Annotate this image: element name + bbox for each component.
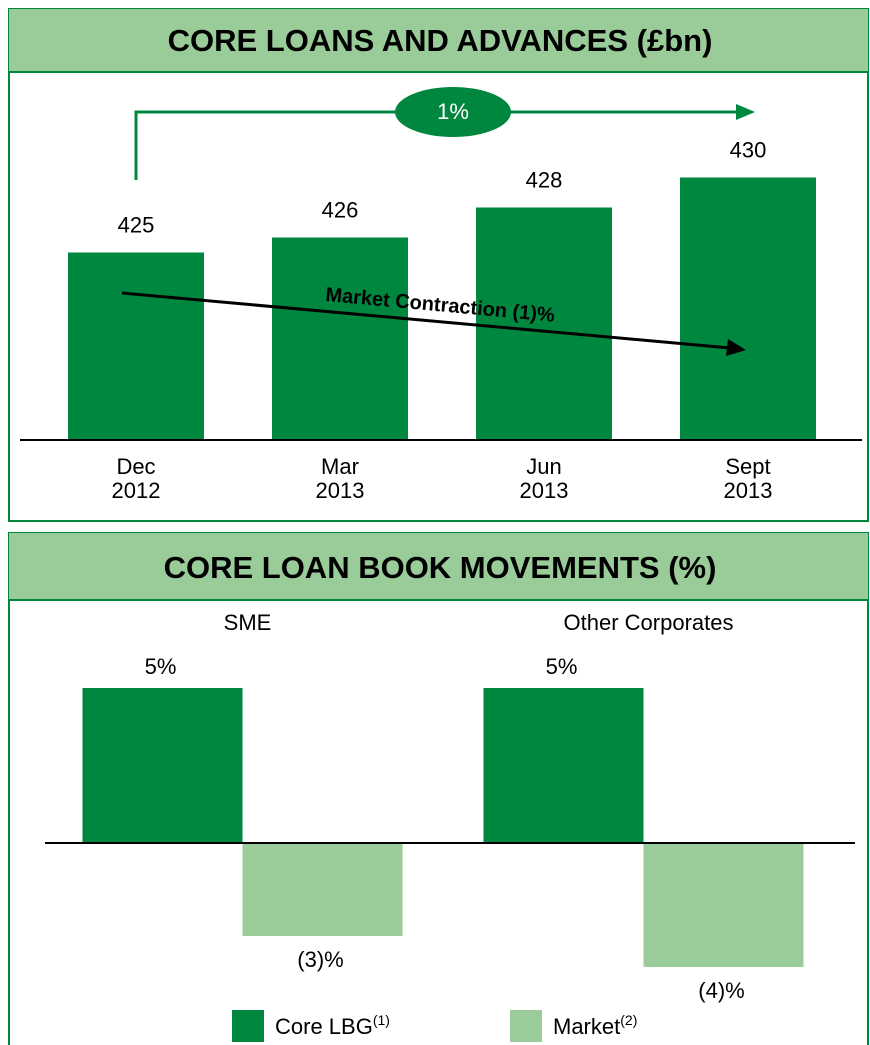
bar <box>476 207 612 440</box>
value-label: 430 <box>730 137 767 162</box>
legend-note: (1) <box>373 1012 390 1028</box>
x-tick-label: SME <box>224 610 272 635</box>
x-tick-label: Dec 2012 <box>112 454 161 503</box>
x-tick-label: Mar 2013 <box>316 454 365 503</box>
bar <box>242 843 403 936</box>
chart-title: CORE LOAN BOOK MOVEMENTS (%) <box>164 550 717 585</box>
legend-swatch <box>510 1010 542 1042</box>
value-label: 5% <box>145 654 177 679</box>
bar <box>82 688 243 843</box>
legend-label: Core LBG(1) <box>275 1012 390 1039</box>
value-label: (3)% <box>297 947 343 972</box>
legend-note: (2) <box>620 1012 637 1028</box>
bar <box>272 237 408 440</box>
chart-title: CORE LOANS AND ADVANCES (£bn) <box>168 23 713 58</box>
bar <box>68 252 204 440</box>
value-label: 425 <box>118 212 155 237</box>
legend-name: Core LBG <box>275 1014 373 1039</box>
arrow-head <box>726 339 746 356</box>
value-label: 426 <box>322 197 359 222</box>
value-label: 5% <box>546 654 578 679</box>
panel-header <box>9 533 868 600</box>
value-label: (4)% <box>698 978 744 1003</box>
legend-label: Market(2) <box>553 1012 637 1039</box>
x-tick-label: Other Corporates <box>564 610 734 635</box>
value-label: 428 <box>526 167 563 192</box>
bar <box>483 688 644 843</box>
x-tick-label: Jun 2013 <box>520 454 569 503</box>
bar <box>680 177 816 440</box>
arrow-head <box>736 104 755 120</box>
legend-name: Market <box>553 1014 620 1039</box>
annotation: 1% <box>437 99 469 124</box>
bar <box>643 843 804 967</box>
legend-swatch <box>232 1010 264 1042</box>
panel-header <box>9 9 868 72</box>
contraction-arrow <box>121 291 731 350</box>
x-tick-label: Sept 2013 <box>724 454 773 503</box>
growth-badge <box>395 87 511 137</box>
growth-arrow <box>134 110 740 180</box>
